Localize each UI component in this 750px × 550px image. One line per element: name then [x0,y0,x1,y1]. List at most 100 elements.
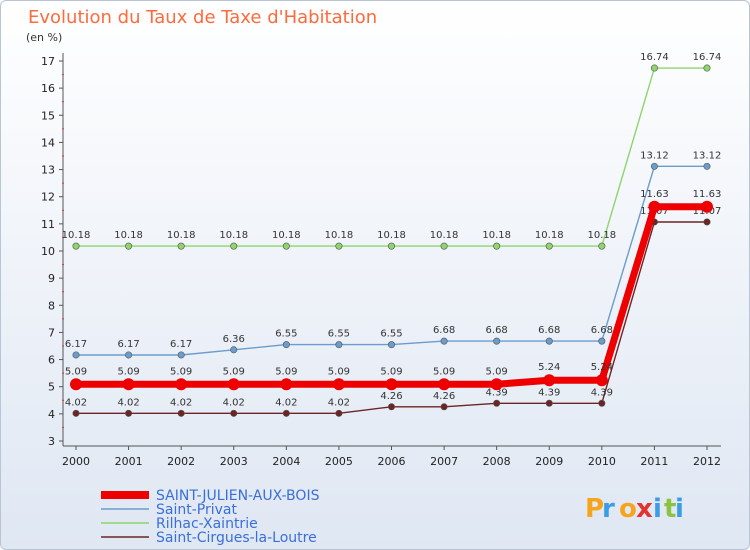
data-label: 10.18 [219,230,248,241]
data-point [385,378,398,391]
data-label: 4.39 [538,387,560,398]
data-label: 5.09 [380,366,402,377]
data-label: 4.26 [380,391,402,402]
data-point [493,399,501,407]
logo-letter: o [619,494,637,524]
x-tick-label: 2012 [693,455,721,468]
data-label: 4.02 [170,397,192,408]
data-point [125,409,133,417]
data-point [72,242,80,250]
x-tick-label: 2002 [167,455,195,468]
y-tick-label: 11 [41,218,55,231]
x-tick-label: 2001 [115,455,143,468]
y-tick-label: 16 [41,82,55,95]
y-tick-label: 6 [48,354,55,367]
logo-letter: P [585,494,604,524]
legend-label: Rilhac-Xaintrie [156,516,258,532]
data-label: 6.55 [328,329,350,340]
data-point [598,242,606,250]
y-tick-label: 10 [41,245,55,258]
data-point [282,242,290,250]
data-point [701,200,713,213]
data-point [598,337,606,345]
chart-title: Evolution du Taux de Taxe d'Habitation [28,7,378,28]
series-line [75,67,708,247]
data-label: 13.12 [640,150,669,161]
legend-label: Saint-Privat [156,502,237,518]
data-label: 4.02 [65,397,87,408]
data-label: 10.18 [535,230,564,241]
data-point [438,378,451,391]
data-label: 10.18 [430,230,459,241]
data-point [440,403,448,411]
x-tick-label: 2009 [535,455,563,468]
data-label: 5.09 [65,366,87,377]
data-point [282,341,290,349]
data-point [335,409,343,417]
data-point [490,378,503,391]
data-label: 5.09 [433,366,455,377]
data-point [650,162,658,170]
data-label: 5.09 [117,366,139,377]
data-label: 10.18 [377,230,406,241]
chart-unit: (en %) [26,31,63,44]
data-point [545,399,553,407]
data-point [703,64,711,72]
logo-letter: i [675,494,684,524]
data-label: 6.36 [223,334,245,345]
y-tick-label: 7 [48,326,55,339]
data-label: 10.18 [588,230,617,241]
x-tick-label: 2004 [272,455,300,468]
data-label: 5.09 [170,366,192,377]
data-label: 4.39 [591,387,613,398]
data-point [122,378,135,391]
data-point [493,242,501,250]
data-label: 5.09 [223,366,245,377]
x-tick-label: 2010 [588,455,616,468]
legend-label: SAINT-JULIEN-AUX-BOIS [156,488,320,504]
data-point [650,64,658,72]
data-label: 13.12 [693,150,722,161]
data-label: 11.63 [640,189,669,200]
data-label: 6.55 [275,329,297,340]
data-point [545,337,553,345]
y-tick-label: 8 [48,299,55,312]
x-tick-label: 2008 [483,455,511,468]
data-label: 16.74 [693,52,722,63]
data-point [703,218,711,226]
data-label: 5.09 [486,366,508,377]
data-label: 5.09 [328,366,350,377]
data-point [177,409,185,417]
data-label: 4.39 [486,387,508,398]
data-point [280,378,293,391]
data-label: 10.18 [167,230,196,241]
y-tick-label: 17 [41,55,55,68]
data-point [227,378,240,391]
data-point [387,242,395,250]
data-label: 6.68 [591,325,613,336]
data-label: 11.63 [693,189,722,200]
y-tick-label: 15 [41,109,55,122]
data-point [543,374,556,387]
logo-letter: t [664,494,676,524]
data-point [282,409,290,417]
data-point [175,378,188,391]
data-point [125,242,133,250]
data-point [332,378,345,391]
x-tick-label: 2005 [325,455,353,468]
data-label: 5.09 [275,366,297,377]
data-label: 6.55 [380,329,402,340]
data-point [648,200,661,213]
data-label: 6.68 [433,325,455,336]
data-label: 6.17 [170,339,192,350]
data-point [177,351,185,359]
data-label: 4.26 [433,391,455,402]
logo-letter: x [636,494,653,524]
data-point [545,242,553,250]
logo-letter: r [602,494,615,524]
data-point [230,409,238,417]
data-point [703,162,711,170]
data-label: 4.02 [223,397,245,408]
